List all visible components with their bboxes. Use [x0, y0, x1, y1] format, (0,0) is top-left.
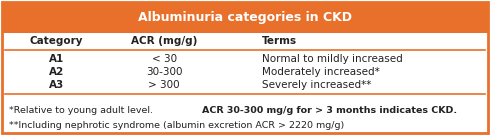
FancyBboxPatch shape	[2, 2, 488, 33]
Text: Category: Category	[29, 36, 83, 47]
Text: A1: A1	[49, 54, 64, 64]
Text: **Including nephrotic syndrome (albumin excretion ACR > 2220 mg/g): **Including nephrotic syndrome (albumin …	[9, 121, 344, 130]
Text: Terms: Terms	[262, 36, 297, 47]
Text: A3: A3	[49, 80, 64, 90]
Text: *Relative to young adult level.: *Relative to young adult level.	[9, 106, 159, 115]
FancyBboxPatch shape	[2, 2, 488, 133]
Text: < 30: < 30	[151, 54, 177, 64]
Text: ACR 30-300 mg/g for > 3 months indicates CKD.: ACR 30-300 mg/g for > 3 months indicates…	[202, 106, 458, 115]
Text: Normal to mildly increased: Normal to mildly increased	[262, 54, 403, 64]
Text: Severely increased**: Severely increased**	[262, 80, 371, 90]
Text: Moderately increased*: Moderately increased*	[262, 67, 380, 77]
Text: Albuminuria categories in CKD: Albuminuria categories in CKD	[138, 11, 352, 24]
Text: > 300: > 300	[148, 80, 180, 90]
Text: ACR (mg/g): ACR (mg/g)	[131, 36, 197, 47]
Text: 30-300: 30-300	[146, 67, 182, 77]
Text: A2: A2	[49, 67, 64, 77]
